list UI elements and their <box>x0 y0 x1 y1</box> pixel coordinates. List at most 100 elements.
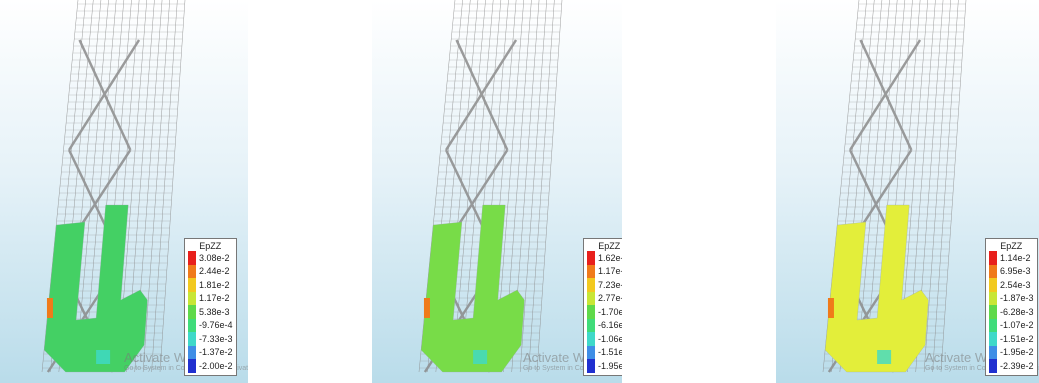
legend-swatch <box>188 319 196 333</box>
legend-row: 7.23e-3 <box>587 278 622 292</box>
legend-swatch <box>989 251 997 265</box>
legend-swatch <box>587 305 595 319</box>
legend-label: -9.76e-4 <box>199 320 233 330</box>
legend-swatch <box>188 346 196 360</box>
legend-row: 1.17e-2 <box>587 265 622 279</box>
mesh-region <box>44 205 147 372</box>
legend-row: -1.51e-2 <box>989 332 1034 346</box>
legend-swatch <box>188 305 196 319</box>
legend-label: -1.06e-2 <box>598 334 622 344</box>
legend-swatch <box>587 251 595 265</box>
mesh-hotspot <box>424 298 430 318</box>
legend-row: 1.62e-2 <box>587 251 622 265</box>
legend-swatch <box>989 305 997 319</box>
legend-label: -1.07e-2 <box>1000 320 1034 330</box>
legend-swatch <box>188 251 196 265</box>
legend-label: 5.38e-3 <box>199 307 230 317</box>
legend-row: -1.37e-2 <box>188 346 233 360</box>
mesh-hotspot <box>473 350 487 364</box>
legend-swatch <box>587 265 595 279</box>
legend-swatch <box>188 332 196 346</box>
legend-swatch <box>188 265 196 279</box>
legend-row: 2.44e-2 <box>188 265 233 279</box>
legend-row: -6.28e-3 <box>989 305 1034 319</box>
page: Activate WindowsGo to System in Control … <box>0 0 1039 383</box>
legend-row: 5.38e-3 <box>188 305 233 319</box>
legend-label: -1.87e-3 <box>1000 293 1034 303</box>
legend-row: -1.06e-2 <box>587 332 622 346</box>
legend-row: -9.76e-4 <box>188 319 233 333</box>
legend-label: 7.23e-3 <box>598 280 622 290</box>
legend-label: 2.77e-3 <box>598 293 622 303</box>
legend-row: 1.81e-2 <box>188 278 233 292</box>
legend-label: -2.00e-2 <box>199 361 233 371</box>
legend-label: -1.95e-2 <box>1000 347 1034 357</box>
legend-label: -1.51e-2 <box>1000 334 1034 344</box>
mesh-region <box>421 205 524 372</box>
legend-label: -1.51e-2 <box>598 347 622 357</box>
legend-label: 6.95e-3 <box>1000 266 1031 276</box>
mesh-region <box>825 205 928 372</box>
legend-row: -1.87e-3 <box>989 292 1034 306</box>
mesh-hotspot <box>828 298 834 318</box>
legend-row: 3.08e-2 <box>188 251 233 265</box>
legend-title: EpZZ <box>587 241 622 251</box>
mesh-hotspot <box>96 350 110 364</box>
legend-swatch <box>587 359 595 373</box>
legend-swatch <box>989 292 997 306</box>
legend: EpZZ 1.62e-2 1.17e-2 7.23e-3 2.77e-3 -1.70e-3… <box>583 238 622 376</box>
legend-swatch <box>188 292 196 306</box>
legend-swatch <box>587 278 595 292</box>
legend: EpZZ 3.08e-2 2.44e-2 1.81e-2 1.17e-2 5.38e-3 -… <box>184 238 237 376</box>
legend-label: -1.95e-2 <box>598 361 622 371</box>
legend-swatch <box>989 359 997 373</box>
legend-row: 1.17e-2 <box>188 292 233 306</box>
legend-label: 1.17e-2 <box>199 293 230 303</box>
legend-label: 1.17e-2 <box>598 266 622 276</box>
mesh-hotspot <box>877 350 891 364</box>
legend-label: 2.54e-3 <box>1000 280 1031 290</box>
legend-swatch <box>989 278 997 292</box>
legend-label: 1.81e-2 <box>199 280 230 290</box>
legend-row: -1.07e-2 <box>989 319 1034 333</box>
legend-row: -6.16e-3 <box>587 319 622 333</box>
legend-swatch <box>989 332 997 346</box>
legend-row: 6.95e-3 <box>989 265 1034 279</box>
legend-label: 3.08e-2 <box>199 253 230 263</box>
legend-row: -1.95e-2 <box>587 359 622 373</box>
strain-mesh <box>825 205 928 372</box>
mesh-hotspot <box>47 298 53 318</box>
legend-swatch <box>989 319 997 333</box>
legend-row: 1.14e-2 <box>989 251 1034 265</box>
legend-label: -1.70e-3 <box>598 307 622 317</box>
legend-swatch <box>989 265 997 279</box>
legend-label: -2.39e-2 <box>1000 361 1034 371</box>
strain-mesh <box>44 205 147 372</box>
legend-swatch <box>188 359 196 373</box>
legend-row: -2.00e-2 <box>188 359 233 373</box>
legend-swatch <box>989 346 997 360</box>
legend-label: -6.16e-3 <box>598 320 622 330</box>
legend-label: -1.37e-2 <box>199 347 233 357</box>
legend-row: -1.70e-3 <box>587 305 622 319</box>
legend-swatch <box>587 332 595 346</box>
legend-row: 2.77e-3 <box>587 292 622 306</box>
legend-title: EpZZ <box>188 241 233 251</box>
legend-label: -6.28e-3 <box>1000 307 1034 317</box>
legend-swatch <box>587 292 595 306</box>
legend-swatch <box>188 278 196 292</box>
legend-row: -7.33e-3 <box>188 332 233 346</box>
legend-label: 1.62e-2 <box>598 253 622 263</box>
legend-row: -2.39e-2 <box>989 359 1034 373</box>
result-panel: Activate WindowsGo to System in Control … <box>0 0 248 383</box>
legend-swatch <box>587 319 595 333</box>
legend-row: -1.95e-2 <box>989 346 1034 360</box>
legend-label: 1.14e-2 <box>1000 253 1031 263</box>
legend-label: -7.33e-3 <box>199 334 233 344</box>
legend-label: 2.44e-2 <box>199 266 230 276</box>
legend-row: 2.54e-3 <box>989 278 1034 292</box>
strain-mesh <box>421 205 524 372</box>
